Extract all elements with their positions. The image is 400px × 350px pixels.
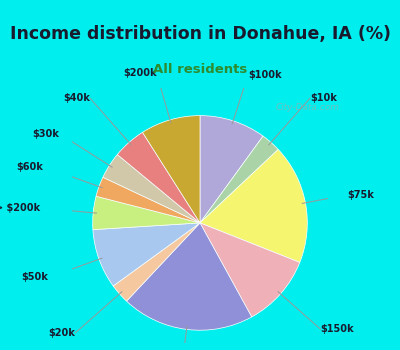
Wedge shape — [93, 196, 200, 230]
Wedge shape — [113, 223, 200, 301]
Text: $40k: $40k — [63, 93, 90, 103]
Wedge shape — [117, 132, 200, 223]
Text: $10k: $10k — [310, 93, 337, 103]
Text: $30k: $30k — [33, 129, 60, 139]
Text: > $200k: > $200k — [0, 203, 40, 213]
Wedge shape — [103, 154, 200, 223]
Text: $100k: $100k — [248, 70, 282, 80]
Wedge shape — [93, 223, 200, 286]
Wedge shape — [200, 149, 307, 262]
Text: $60k: $60k — [17, 162, 44, 172]
Text: City-Data.com: City-Data.com — [276, 104, 340, 112]
Text: $75k: $75k — [348, 190, 374, 200]
Wedge shape — [200, 223, 300, 317]
Wedge shape — [96, 177, 200, 223]
Text: $50k: $50k — [22, 272, 48, 282]
Text: All residents: All residents — [153, 63, 247, 76]
Text: $200k: $200k — [123, 69, 156, 78]
Wedge shape — [142, 116, 200, 223]
Text: Income distribution in Donahue, IA (%): Income distribution in Donahue, IA (%) — [10, 25, 390, 42]
Text: $150k: $150k — [321, 324, 354, 334]
Text: $20k: $20k — [48, 328, 75, 338]
Wedge shape — [200, 116, 263, 223]
Wedge shape — [200, 136, 278, 223]
Wedge shape — [126, 223, 252, 330]
